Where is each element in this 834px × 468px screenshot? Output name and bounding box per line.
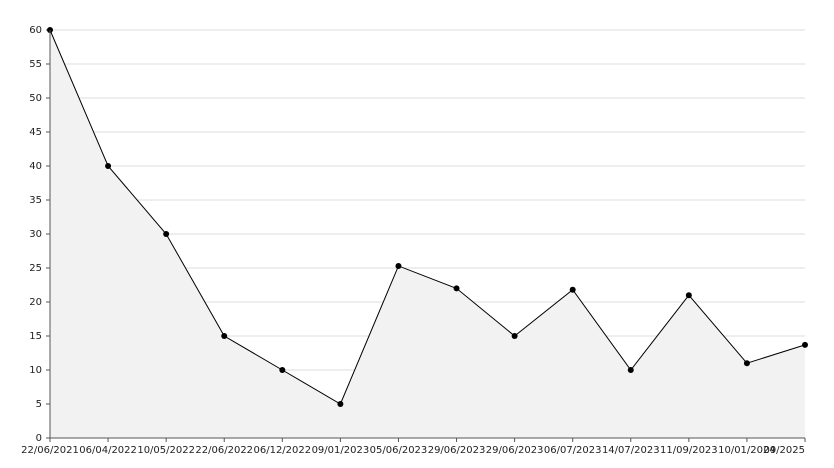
x-tick-label: 09/2025 — [763, 445, 805, 456]
x-tick-label: 06/04/2022 — [79, 445, 137, 456]
y-tick-label: 0 — [36, 433, 42, 444]
area — [50, 30, 805, 438]
x-tick-label: 11/09/2023 — [660, 445, 718, 456]
point — [395, 262, 402, 269]
point — [279, 367, 286, 373]
y-tick-label: 35 — [29, 195, 42, 206]
x-tick-label: 22/06/2021 — [21, 445, 79, 456]
x-tick-label: 22/06/2022 — [195, 445, 253, 456]
point — [337, 401, 344, 407]
y-tick-label: 5 — [36, 399, 42, 410]
point — [627, 367, 634, 373]
y-tick-label: 40 — [29, 161, 42, 172]
y-tick-label: 55 — [29, 59, 42, 70]
point — [163, 231, 170, 237]
y-tick-label: 20 — [29, 297, 42, 308]
x-tick-label: 14/07/2023 — [602, 445, 660, 456]
x-tick-label: 10/01/2024 — [718, 445, 776, 456]
point — [221, 333, 228, 339]
point — [453, 285, 460, 292]
line — [49, 29, 806, 405]
x-tick-label: 10/05/2022 — [137, 445, 195, 456]
y-tick-label: 45 — [29, 127, 42, 138]
x-tick-label: 29/06/2023 — [428, 445, 486, 456]
y-tick-label: 25 — [29, 263, 42, 274]
y-tick-label: 60 — [29, 25, 42, 36]
point — [569, 286, 576, 293]
x-tick-label: 29/06/2023 — [486, 445, 544, 456]
y-tick-label: 10 — [29, 365, 42, 376]
x-tick-label: 05/06/2023 — [370, 445, 428, 456]
y-tick-label: 30 — [29, 229, 42, 240]
point — [802, 341, 808, 348]
point — [685, 292, 692, 299]
y-tick-label: 15 — [29, 331, 42, 342]
x-tick-label: 06/07/2023 — [544, 445, 602, 456]
point — [105, 163, 112, 169]
x-tick-label: 06/12/2022 — [253, 445, 311, 456]
x-tick-label: 09/01/2023 — [312, 445, 370, 456]
y-tick-label: 50 — [29, 93, 42, 104]
point — [743, 360, 750, 367]
point — [511, 333, 518, 339]
